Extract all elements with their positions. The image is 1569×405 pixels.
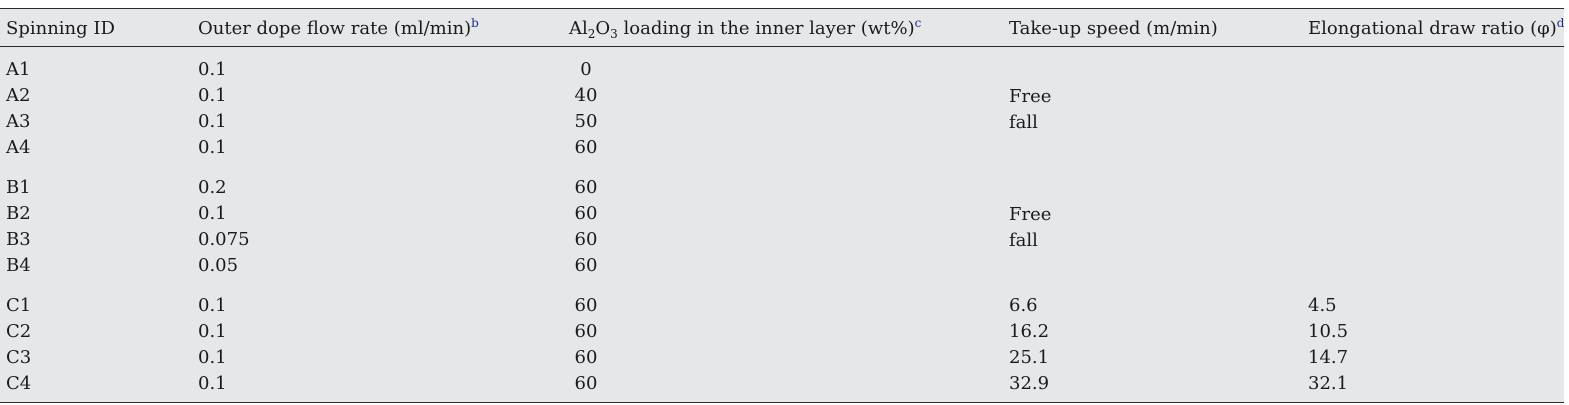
header-spinning-id: Spinning ID bbox=[6, 18, 115, 39]
header-flow-rate-text: Outer dope flow rate (ml/min) bbox=[198, 18, 472, 39]
cell-spinning-id: A4 bbox=[6, 137, 31, 158]
group-a-speed-line2: fall bbox=[1009, 112, 1038, 133]
cell-takeup-speed: 25.1 bbox=[1009, 347, 1050, 368]
header-o-text: O bbox=[595, 18, 611, 39]
cell-draw-ratio: 4.5 bbox=[1308, 295, 1337, 316]
header-al2o3-loading: Al2O3 loading in the inner layer (wt%)c bbox=[569, 16, 922, 41]
cell-flow-rate: 0.1 bbox=[198, 203, 227, 224]
header-draw-ratio: Elongational draw ratio (φ)d bbox=[1308, 16, 1565, 40]
header-flow-rate: Outer dope flow rate (ml/min)b bbox=[198, 16, 479, 40]
cell-flow-rate: 0.1 bbox=[198, 347, 227, 368]
cell-al2o3-loading: 60 bbox=[574, 137, 598, 158]
cell-takeup-speed: 32.9 bbox=[1009, 373, 1050, 394]
cell-spinning-id: C4 bbox=[6, 373, 32, 394]
cell-spinning-id: B4 bbox=[6, 255, 31, 276]
cell-flow-rate: 0.1 bbox=[198, 321, 227, 342]
header-al-subscript: 2 bbox=[587, 27, 596, 41]
cell-flow-rate: 0.1 bbox=[198, 85, 227, 106]
cell-spinning-id: C3 bbox=[6, 347, 32, 368]
group-b-speed-line2: fall bbox=[1009, 230, 1038, 251]
cell-al2o3-loading: 60 bbox=[574, 321, 598, 342]
cell-spinning-id: B1 bbox=[6, 177, 31, 198]
cell-al2o3-loading: 60 bbox=[574, 347, 598, 368]
cell-spinning-id: A2 bbox=[6, 85, 31, 106]
cell-takeup-speed: 6.6 bbox=[1009, 295, 1038, 316]
cell-takeup-speed: 16.2 bbox=[1009, 321, 1050, 342]
cell-flow-rate: 0.1 bbox=[198, 137, 227, 158]
cell-al2o3-loading: 60 bbox=[574, 373, 598, 394]
cell-draw-ratio: 14.7 bbox=[1308, 347, 1349, 368]
cell-flow-rate: 0.1 bbox=[198, 373, 227, 394]
footnote-b[interactable]: b bbox=[471, 16, 479, 30]
footnote-c[interactable]: c bbox=[914, 16, 922, 30]
header-takeup-speed: Take-up speed (m/min) bbox=[1009, 18, 1218, 39]
header-loading-text: loading in the inner layer (wt%) bbox=[617, 18, 915, 39]
cell-al2o3-loading: 0 bbox=[580, 59, 592, 80]
table-header-row: Spinning ID Outer dope flow rate (ml/min… bbox=[0, 9, 1564, 47]
cell-spinning-id: A3 bbox=[6, 111, 31, 132]
cell-al2o3-loading: 50 bbox=[574, 111, 598, 132]
cell-draw-ratio: 10.5 bbox=[1308, 321, 1349, 342]
cell-spinning-id: C2 bbox=[6, 321, 32, 342]
cell-al2o3-loading: 60 bbox=[574, 295, 598, 316]
cell-al2o3-loading: 60 bbox=[574, 255, 598, 276]
cell-spinning-id: A1 bbox=[6, 59, 31, 80]
cell-flow-rate: 0.1 bbox=[198, 111, 227, 132]
header-o-subscript: 3 bbox=[610, 27, 618, 41]
cell-flow-rate: 0.2 bbox=[198, 177, 227, 198]
cell-al2o3-loading: 60 bbox=[574, 229, 598, 250]
spinning-conditions-table: Spinning ID Outer dope flow rate (ml/min… bbox=[0, 8, 1564, 403]
header-draw-ratio-text: Elongational draw ratio (φ) bbox=[1308, 18, 1557, 39]
group-a-speed-line1: Free bbox=[1009, 86, 1052, 107]
cell-flow-rate: 0.075 bbox=[198, 229, 250, 250]
cell-al2o3-loading: 60 bbox=[574, 203, 598, 224]
cell-spinning-id: C1 bbox=[6, 295, 32, 316]
group-b-speed-line1: Free bbox=[1009, 204, 1052, 225]
header-al-text: Al bbox=[569, 18, 588, 39]
cell-spinning-id: B2 bbox=[6, 203, 31, 224]
cell-al2o3-loading: 40 bbox=[574, 85, 598, 106]
footnote-d[interactable]: d bbox=[1556, 16, 1565, 30]
cell-flow-rate: 0.05 bbox=[198, 255, 239, 276]
cell-spinning-id: B3 bbox=[6, 229, 31, 250]
cell-al2o3-loading: 60 bbox=[574, 177, 598, 198]
cell-flow-rate: 0.1 bbox=[198, 295, 227, 316]
cell-draw-ratio: 32.1 bbox=[1308, 373, 1349, 394]
cell-flow-rate: 0.1 bbox=[198, 59, 227, 80]
